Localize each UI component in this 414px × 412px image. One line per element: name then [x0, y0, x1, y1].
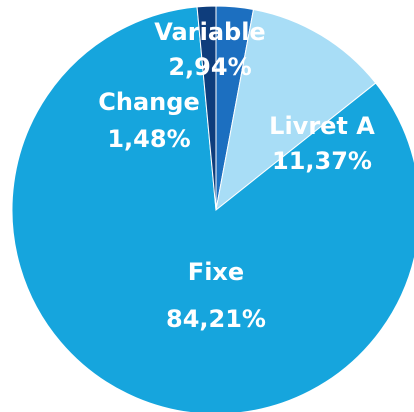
slice-value-label: 2,94%: [168, 53, 251, 81]
pie-slice: [196, 5, 217, 211]
slice-value-label: 11,37%: [272, 147, 372, 175]
slice-label: Livret A: [269, 112, 375, 140]
slice-value-label: 1,48%: [107, 125, 190, 153]
slice-label: Fixe: [188, 258, 244, 286]
pie-slice: [11, 6, 414, 412]
slice-label: Variable: [154, 18, 265, 46]
slice-value-label: 84,21%: [166, 305, 266, 333]
pie-slice: [215, 8, 377, 212]
slice-label: Change: [98, 88, 199, 116]
